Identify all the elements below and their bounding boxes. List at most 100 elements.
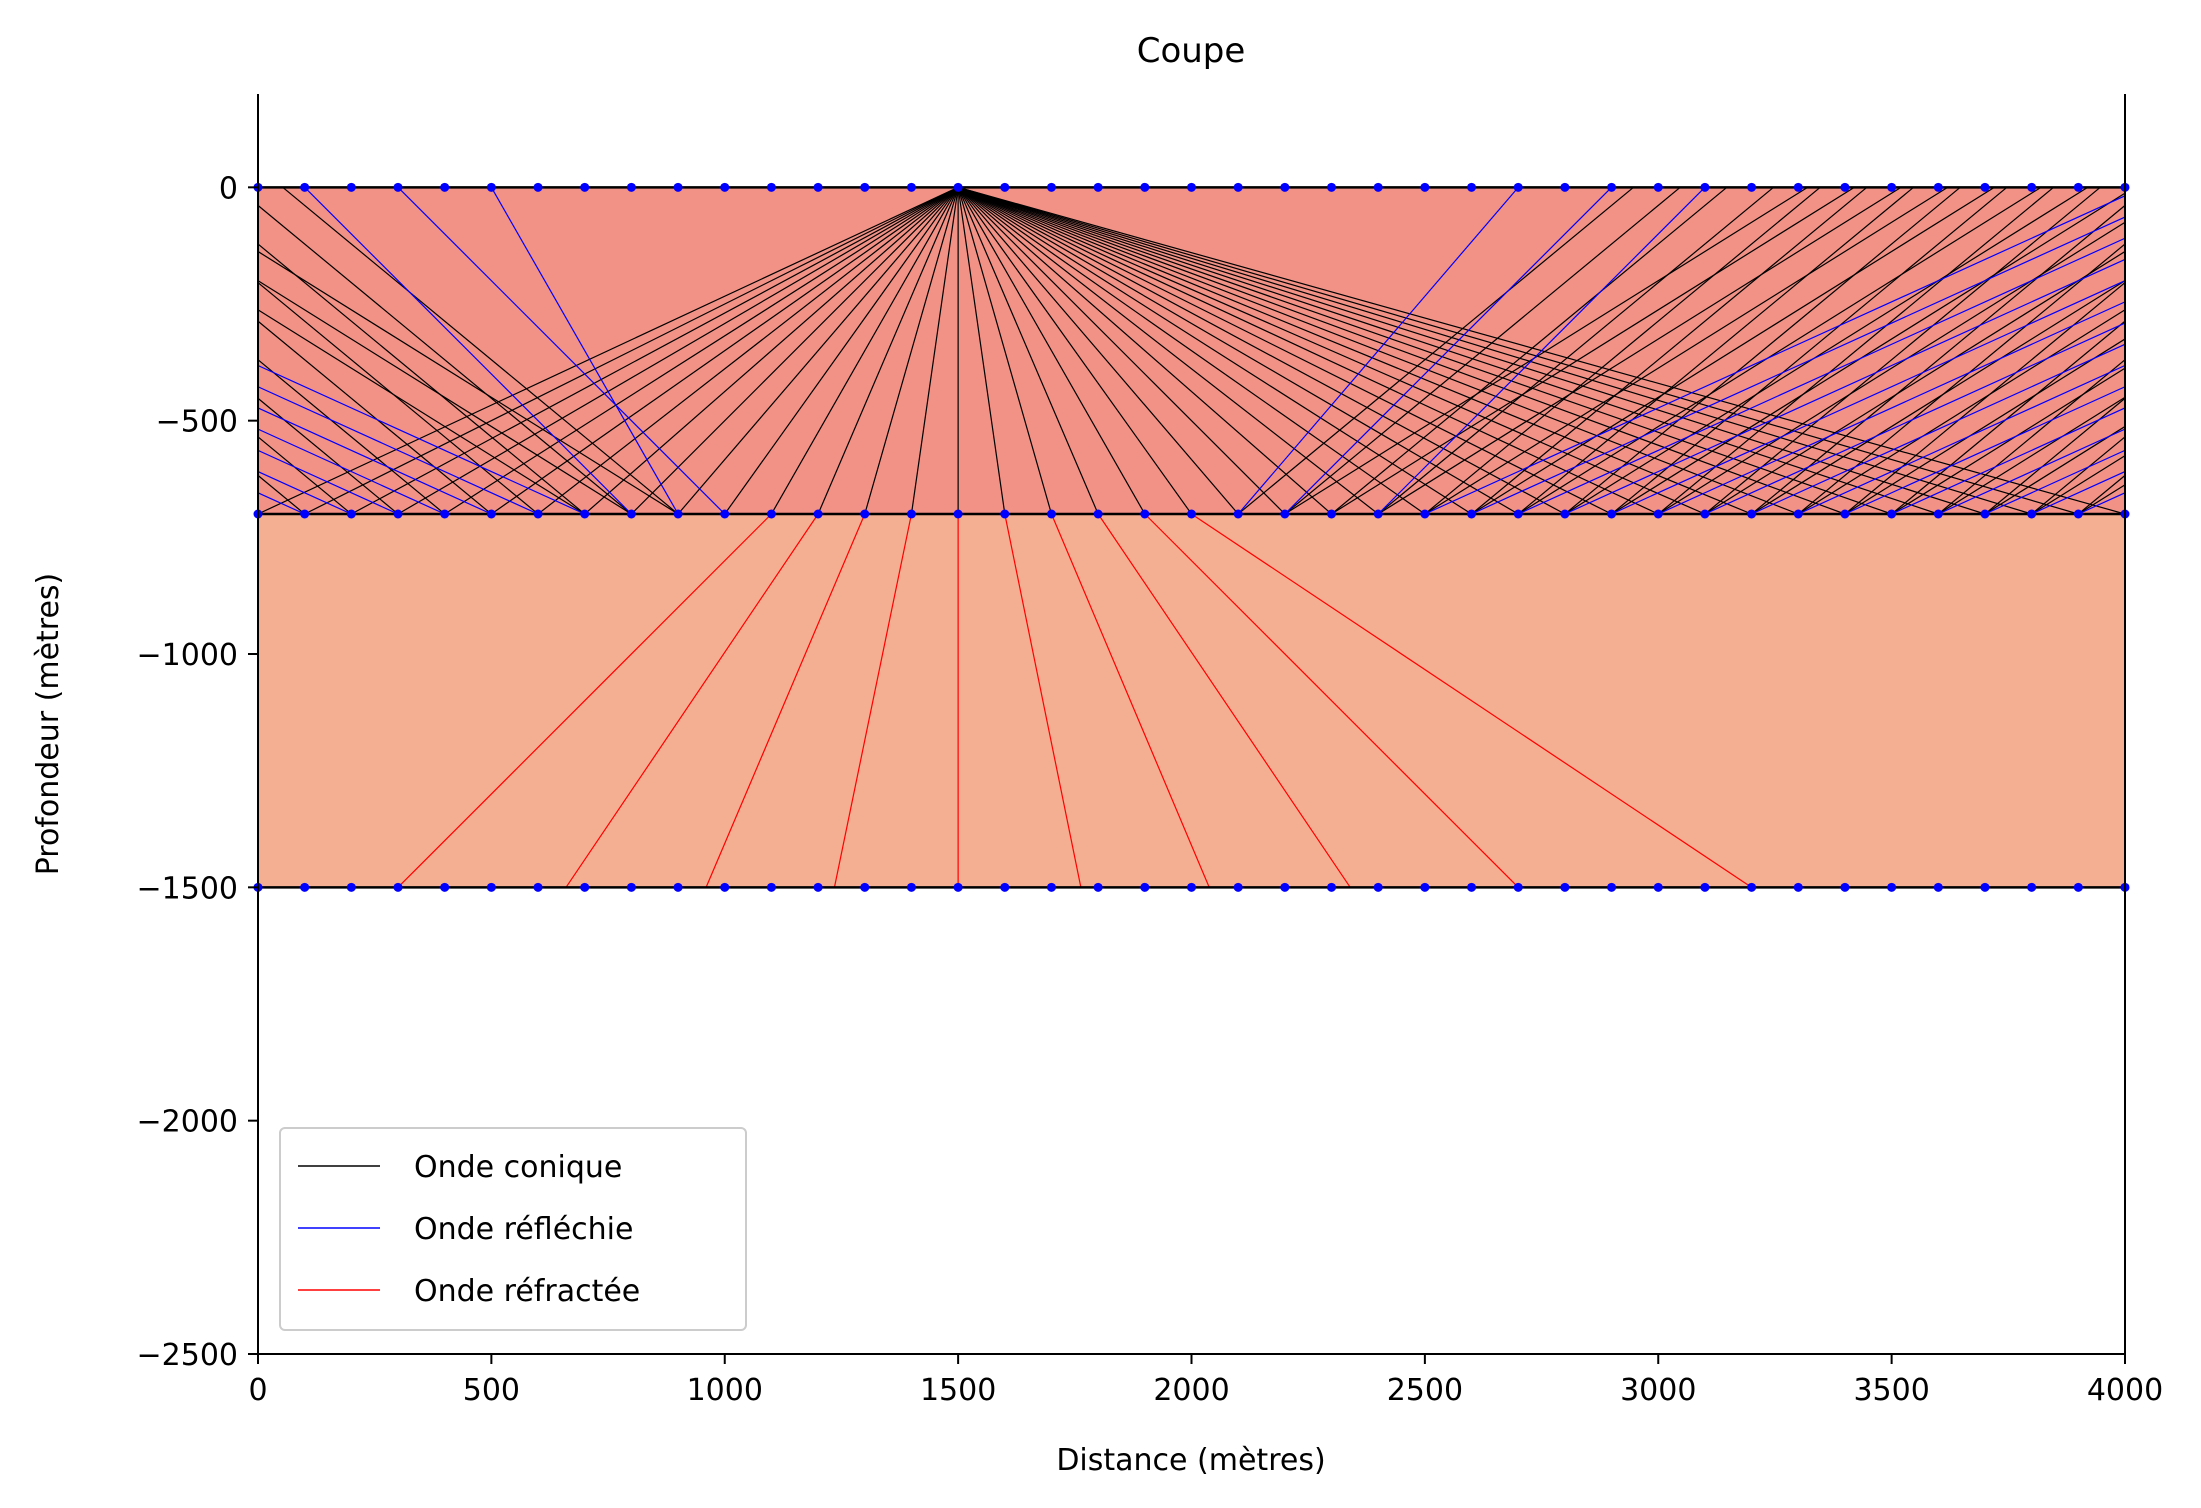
receiver-marker [580, 182, 590, 192]
head-wave-ray [1984, 397, 2125, 515]
legend-label-refractee: Onde réfractée [414, 1274, 640, 1309]
source-ray [817, 187, 959, 515]
head-wave-ray [1284, 186, 1808, 515]
head-wave-ray [258, 250, 679, 515]
reflected-ray [258, 428, 445, 515]
y-tick-label: −500 [156, 405, 238, 440]
receiver-marker [1933, 509, 1943, 519]
head-wave-ray [1331, 186, 1728, 515]
receiver-marker [300, 509, 310, 519]
receiver-marker [906, 509, 916, 519]
refracted-ray [833, 513, 913, 888]
reflected-ray [2124, 513, 2125, 514]
receiver-marker [813, 182, 823, 192]
receiver-marker [533, 509, 543, 519]
receiver-marker [393, 882, 403, 892]
receiver-marker [533, 182, 543, 192]
receiver-marker [1747, 182, 1757, 192]
receiver-marker [1046, 882, 1056, 892]
source-ray [957, 186, 1519, 515]
head-wave-ray [258, 309, 586, 515]
receiver-marker [860, 882, 870, 892]
receiver-marker [1840, 182, 1850, 192]
receiver-marker [1373, 509, 1383, 519]
receiver-marker [1093, 509, 1103, 519]
y-tick-label: 0 [219, 171, 238, 206]
receiver-marker [1046, 182, 1056, 192]
head-wave-ray [1657, 186, 2054, 515]
x-axis-label: Distance (mètres) [1056, 1443, 1325, 1478]
reflected-ray [258, 449, 399, 515]
receiver-marker [1187, 882, 1196, 892]
receiver-marker [720, 509, 730, 519]
receiver-marker [673, 182, 683, 192]
receiver-marker [300, 882, 310, 892]
reflected-ray [258, 364, 585, 515]
reflected-ray [258, 513, 259, 514]
reflected-ray [1844, 386, 2125, 515]
head-wave-ray [2124, 513, 2125, 514]
legend-label-reflechie: Onde réfléchie [414, 1212, 633, 1247]
head-wave-ray [1704, 250, 2125, 515]
y-tick-label: −2000 [137, 1105, 238, 1140]
reflected-ray [490, 187, 679, 515]
head-wave-ray [1471, 186, 1995, 515]
receiver-marker [1887, 509, 1897, 519]
receiver-marker [766, 182, 776, 192]
x-tick-label: 4000 [2087, 1373, 2163, 1408]
x-tick-label: 2500 [1387, 1373, 1463, 1408]
source-ray [957, 187, 1006, 515]
source-ray [397, 186, 959, 515]
source-ray [957, 187, 1146, 515]
source-ray [957, 186, 1892, 515]
receiver-marker [1560, 509, 1570, 519]
receiver-marker [300, 182, 310, 192]
head-wave-ray [1937, 358, 2125, 515]
receiver-marker [2073, 509, 2083, 519]
source-ray [957, 186, 1379, 515]
head-wave-ray [1564, 186, 2088, 515]
receiver-marker [2027, 509, 2037, 519]
head-wave-ray [258, 279, 632, 515]
head-wave-ray [258, 204, 632, 515]
receiver-marker [1887, 882, 1897, 892]
receiver-marker [1653, 882, 1663, 892]
receiver-marker [1887, 182, 1897, 192]
receiver-marker [1653, 182, 1663, 192]
receiver-marker [486, 182, 496, 192]
source-ray [491, 186, 959, 515]
receiver-marker [440, 509, 450, 519]
x-tick-label: 2000 [1153, 1373, 1229, 1408]
receiver-marker [1607, 882, 1617, 892]
receiver-marker [1093, 182, 1103, 192]
receiver-marker [813, 882, 823, 892]
receiver-marker [346, 882, 356, 892]
receiver-marker [1467, 509, 1477, 519]
receiver-marker [626, 509, 636, 519]
reflected-ray [1611, 280, 2125, 515]
source-ray [864, 187, 959, 515]
receiver-marker [626, 882, 636, 892]
head-wave-ray [1797, 309, 2125, 515]
source-ray [351, 186, 959, 515]
reflected-ray [1237, 186, 1519, 515]
reflected-ray [1938, 428, 2125, 515]
head-wave-ray [1611, 192, 2125, 515]
source-ray [957, 186, 1659, 515]
receiver-marker [1280, 509, 1290, 519]
source-ray [957, 186, 1239, 515]
receiver-marker [953, 509, 963, 519]
head-wave-ray [1377, 186, 1774, 515]
head-wave-ray [258, 436, 352, 515]
reflected-ray [1658, 301, 2125, 515]
head-wave-ray [282, 186, 679, 515]
receiver-marker [1793, 509, 1803, 519]
head-wave-ray [1517, 186, 2042, 515]
head-wave-ray [1937, 396, 2125, 515]
y-tick-label: −1000 [137, 638, 238, 673]
receiver-marker [1327, 182, 1337, 192]
source-ray [957, 186, 1986, 515]
receiver-marker [393, 182, 403, 192]
reflected-ray [1517, 237, 2125, 515]
receiver-marker [720, 882, 730, 892]
